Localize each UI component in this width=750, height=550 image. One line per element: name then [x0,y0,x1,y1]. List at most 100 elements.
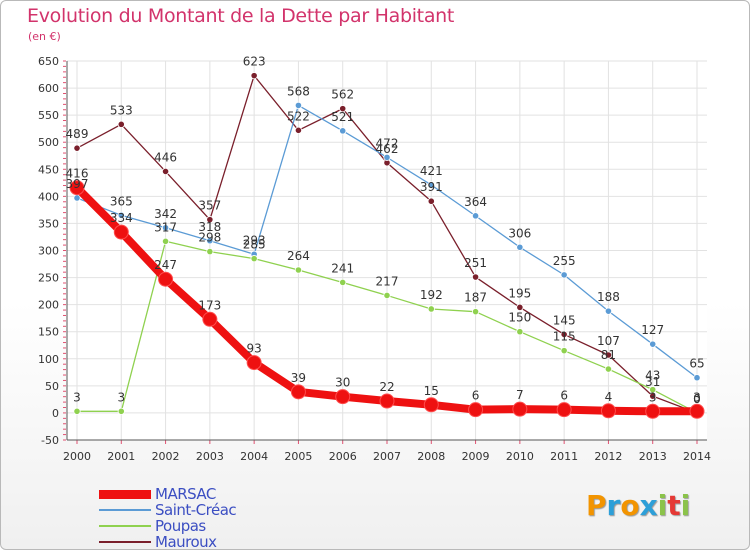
data-label: 39 [291,371,306,385]
data-label: 15 [424,384,439,398]
x-tick-label: 2006 [329,450,357,463]
legend-item: Poupas [99,517,236,535]
y-tick-label: 400 [38,190,59,203]
chart-subtitle: (en €) [28,30,61,43]
data-label: 43 [645,369,660,383]
data-label: 421 [420,164,443,178]
x-tick-label: 2014 [683,450,711,463]
proxiti-logo: Proxiti [586,489,690,522]
data-label: 255 [553,254,576,268]
x-tick-label: 2010 [506,450,534,463]
data-label: 195 [508,286,531,300]
data-point [73,144,81,152]
data-label: 293 [243,233,266,247]
data-point [512,401,528,417]
y-tick-label: 300 [38,245,59,258]
data-point [290,384,306,400]
x-tick-label: 2007 [373,450,401,463]
y-tick-label: 100 [38,353,59,366]
data-label: 173 [198,298,221,312]
data-point [246,355,262,371]
logo-letter: i [657,489,668,522]
data-label: 31 [645,375,660,389]
data-label: 472 [376,136,399,150]
data-point [294,126,303,134]
legend-item: Mauroux [99,533,236,550]
data-label: 192 [420,288,443,302]
data-point [560,330,568,339]
data-label: 568 [287,84,310,98]
data-label: 0 [693,392,701,406]
legend-swatch [99,489,151,499]
logo-letter: P [586,489,607,522]
data-point [427,181,435,189]
data-point [471,273,480,281]
legend-label: Saint-Créac [155,501,237,519]
data-label: 6 [560,389,568,403]
data-label: 318 [198,220,221,234]
x-tick-label: 2012 [594,450,622,463]
x-tick-label: 2011 [550,450,578,463]
y-tick-label: 50 [45,380,59,393]
data-label: 462 [376,142,399,156]
data-point [693,374,701,382]
data-label: 623 [243,55,266,69]
data-point [206,216,214,224]
data-label: 446 [154,150,177,164]
data-point [423,397,439,413]
legend-item: Saint-Créac [99,501,237,519]
data-point [649,386,657,394]
y-tick-label: 550 [38,109,59,122]
data-label: 489 [66,127,89,141]
data-point [383,291,391,300]
legend-label: Mauroux [155,533,217,550]
chart-title: Evolution du Montant de la Dette par Hab… [27,5,455,27]
data-label: 145 [553,313,576,327]
data-label: 93 [247,342,262,356]
x-tick-label: 2013 [639,450,667,463]
data-label: 533 [110,103,133,117]
data-point [560,347,568,355]
y-tick-label: 350 [38,217,59,230]
data-point [161,167,170,176]
data-label: 416 [66,167,89,181]
data-point [645,403,661,419]
data-point [294,101,303,109]
data-label: 65 [689,357,704,371]
data-point [689,403,705,419]
data-label: 3 [117,390,125,404]
data-point [516,328,524,336]
data-label: 22 [379,380,394,394]
data-label: 264 [287,249,310,263]
data-point [383,153,391,161]
data-point [600,403,616,419]
data-point [250,72,258,80]
data-point [161,224,170,232]
data-label: 217 [376,274,399,288]
data-point [158,271,174,287]
data-point [516,243,524,251]
data-point [339,127,347,135]
data-label: 3 [693,390,701,404]
x-tick-label: 2000 [63,450,91,463]
data-point [471,212,480,220]
data-label: 7 [516,388,524,402]
data-label: 365 [110,194,133,208]
data-point [117,211,125,219]
data-point [161,237,170,245]
logo-letter: t [667,489,681,522]
x-tick-label: 2004 [240,450,268,463]
data-point [69,180,85,196]
x-tick-label: 2008 [417,450,445,463]
chart-legend: MARSAC Saint-Créac Poupas Mauroux [99,485,237,550]
y-tick-label: -50 [41,434,59,447]
data-label: 306 [508,226,531,240]
data-label: 3 [73,390,81,404]
data-label: 251 [464,256,487,270]
data-label: 150 [508,311,531,325]
data-label: 0 [693,392,701,406]
logo-letter: r [606,489,621,522]
legend-item: MARSAC [99,485,236,503]
data-point [339,278,347,287]
